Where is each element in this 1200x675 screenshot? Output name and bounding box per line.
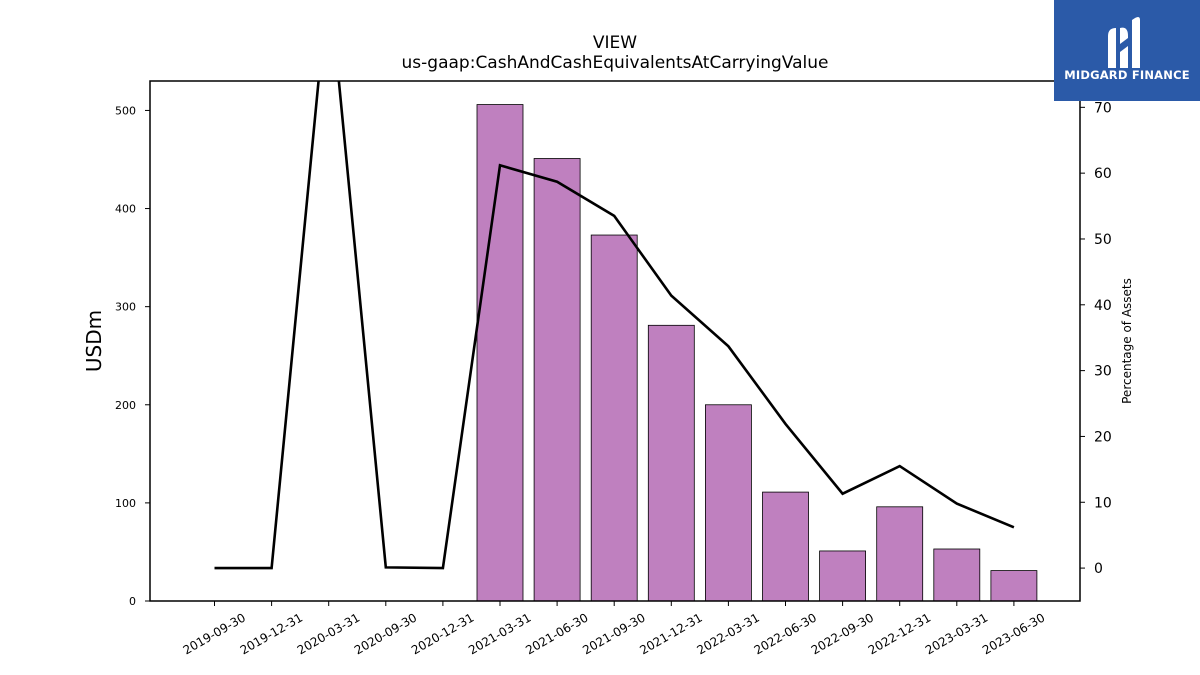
bar-2023-06-30: [990, 570, 1038, 601]
bar-2021-06-30: [533, 158, 581, 601]
bars-group: [476, 104, 1038, 601]
xtick-label-2021-03-31: 2021-03-31: [466, 610, 533, 657]
xtick-label-2021-12-31: 2021-12-31: [637, 610, 704, 657]
ytick-label-200: 200: [115, 399, 136, 412]
xtick-label-2022-09-30: 2022-09-30: [809, 610, 876, 657]
bar-2022-09-30: [819, 550, 866, 601]
xtick-label-2022-12-31: 2022-12-31: [866, 610, 933, 657]
xtick-label-2022-03-31: 2022-03-31: [694, 610, 761, 657]
left-axis: 0 100 200 300 400 500: [115, 104, 150, 608]
logo-mark-icon: [1108, 17, 1140, 68]
y2tick-label-60: 60: [1094, 166, 1112, 182]
x-axis: 2019-09-302019-12-312020-03-312020-09-30…: [181, 601, 1047, 657]
y2tick-label-70: 70: [1094, 100, 1112, 116]
bar-2021-12-31: [647, 324, 695, 601]
ytick-label-300: 300: [115, 301, 136, 314]
bar-2022-12-31: [876, 506, 924, 601]
xtick-label-2022-06-30: 2022-06-30: [752, 610, 819, 657]
percentage-line: [214, 81, 1015, 570]
xtick-label-2021-06-30: 2021-06-30: [523, 610, 590, 657]
ytick-label-0: 0: [129, 595, 136, 608]
bar-2022-03-31: [705, 404, 752, 601]
ytick-label-400: 400: [115, 203, 136, 216]
chart-title: VIEW: [593, 33, 637, 53]
y-axis-label: USDm: [82, 310, 106, 372]
y2tick-label-0: 0: [1094, 561, 1103, 577]
line-group: [214, 81, 1015, 570]
xtick-label-2023-03-31: 2023-03-31: [923, 610, 990, 657]
right-axis: 0 10 20 30 40 50 60 70: [1080, 100, 1112, 577]
bar-2021-09-30: [590, 234, 638, 601]
bar-2023-03-31: [933, 548, 981, 601]
xtick-label-2020-12-31: 2020-12-31: [409, 610, 476, 657]
y2-axis-label: Percentage of Assets: [1120, 278, 1134, 404]
y2tick-label-30: 30: [1094, 364, 1112, 380]
xtick-label-2019-09-30: 2019-09-30: [181, 610, 248, 657]
xtick-label-2020-09-30: 2020-09-30: [352, 610, 419, 657]
y2tick-label-10: 10: [1094, 495, 1112, 511]
logo-text: MIDGARD FINANCE: [1064, 68, 1190, 82]
bar-2022-06-30: [762, 491, 809, 601]
bar-2021-03-31: [476, 104, 524, 601]
ytick-label-500: 500: [115, 104, 136, 117]
y2tick-label-20: 20: [1094, 429, 1112, 445]
xtick-label-2023-06-30: 2023-06-30: [980, 610, 1047, 657]
chart-subtitle: us-gaap:CashAndCashEquivalentsAtCarrying…: [402, 53, 829, 73]
plot-frame: [149, 80, 1081, 602]
brand-logo: MIDGARD FINANCE: [1054, 0, 1200, 101]
xtick-label-2020-03-31: 2020-03-31: [295, 610, 362, 657]
xtick-label-2019-12-31: 2019-12-31: [238, 610, 305, 657]
xtick-label-2021-09-30: 2021-09-30: [580, 610, 647, 657]
y2tick-label-40: 40: [1094, 298, 1112, 314]
ytick-label-100: 100: [115, 497, 136, 510]
y2tick-label-50: 50: [1094, 232, 1112, 248]
